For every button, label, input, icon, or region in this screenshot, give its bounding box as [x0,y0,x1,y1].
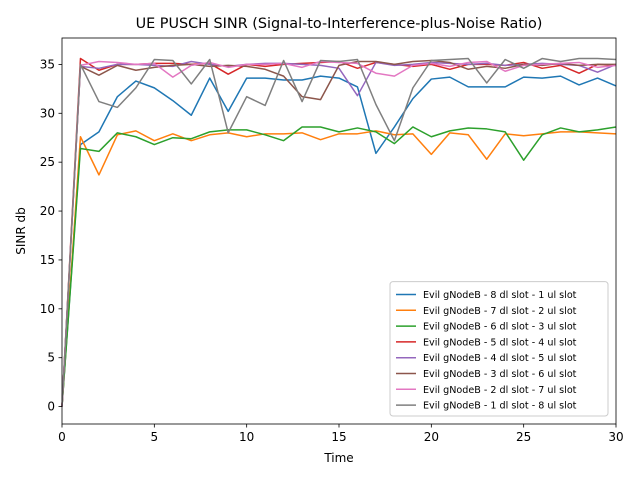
series-layer [61,57,617,407]
x-tick-label: 10 [239,430,254,444]
series-line-1 [61,75,617,407]
x-tick-label: 30 [608,430,623,444]
y-tick-label: 20 [40,204,55,218]
legend-label-8: Evil gNodeB - 1 dl slot - 8 ul slot [423,401,577,412]
x-axis-ticks: 0 5 10 15 20 25 30 [58,424,624,444]
y-tick-label: 30 [40,106,55,120]
legend-label-3: Evil gNodeB - 6 dl slot - 3 ul slot [423,322,577,333]
legend-label-7: Evil gNodeB - 2 dl slot - 7 ul slot [423,385,577,396]
series-line-7 [61,60,617,407]
series-line-8 [61,57,617,407]
series-line-3 [61,126,617,407]
legend-label-1: Evil gNodeB - 8 dl slot - 1 ul slot [423,290,577,301]
x-axis-label: Time [323,451,353,465]
legend-label-4: Evil gNodeB - 5 dl slot - 4 ul slot [423,337,577,348]
x-tick-label: 5 [151,430,159,444]
x-tick-label: 0 [58,430,66,444]
legend: Evil gNodeB - 8 dl slot - 1 ul slot Evil … [389,281,609,417]
y-tick-label: 25 [40,155,55,169]
chart-title: UE PUSCH SINR (Signal-to-Interference-pl… [136,16,543,32]
series-line-6 [61,59,616,407]
y-tick-label: 5 [47,351,55,365]
y-axis-label: SINR db [14,207,28,255]
x-tick-label: 15 [331,430,346,444]
legend-label-2: Evil gNodeB - 7 dl slot - 2 ul slot [423,306,577,317]
y-tick-label: 15 [40,253,55,267]
y-axis-ticks: 0 5 10 15 20 25 30 35 [40,57,62,414]
y-tick-label: 35 [40,57,55,71]
legend-label-5: Evil gNodeB - 4 dl slot - 5 ul slot [423,353,577,364]
legend-box [389,281,609,417]
y-tick-label: 10 [40,302,55,316]
x-tick-label: 25 [516,430,531,444]
x-tick-label: 20 [424,430,439,444]
legend-label-6: Evil gNodeB - 3 dl slot - 6 ul slot [423,369,577,380]
y-tick-label: 0 [47,400,55,414]
series-line-2 [61,130,617,407]
